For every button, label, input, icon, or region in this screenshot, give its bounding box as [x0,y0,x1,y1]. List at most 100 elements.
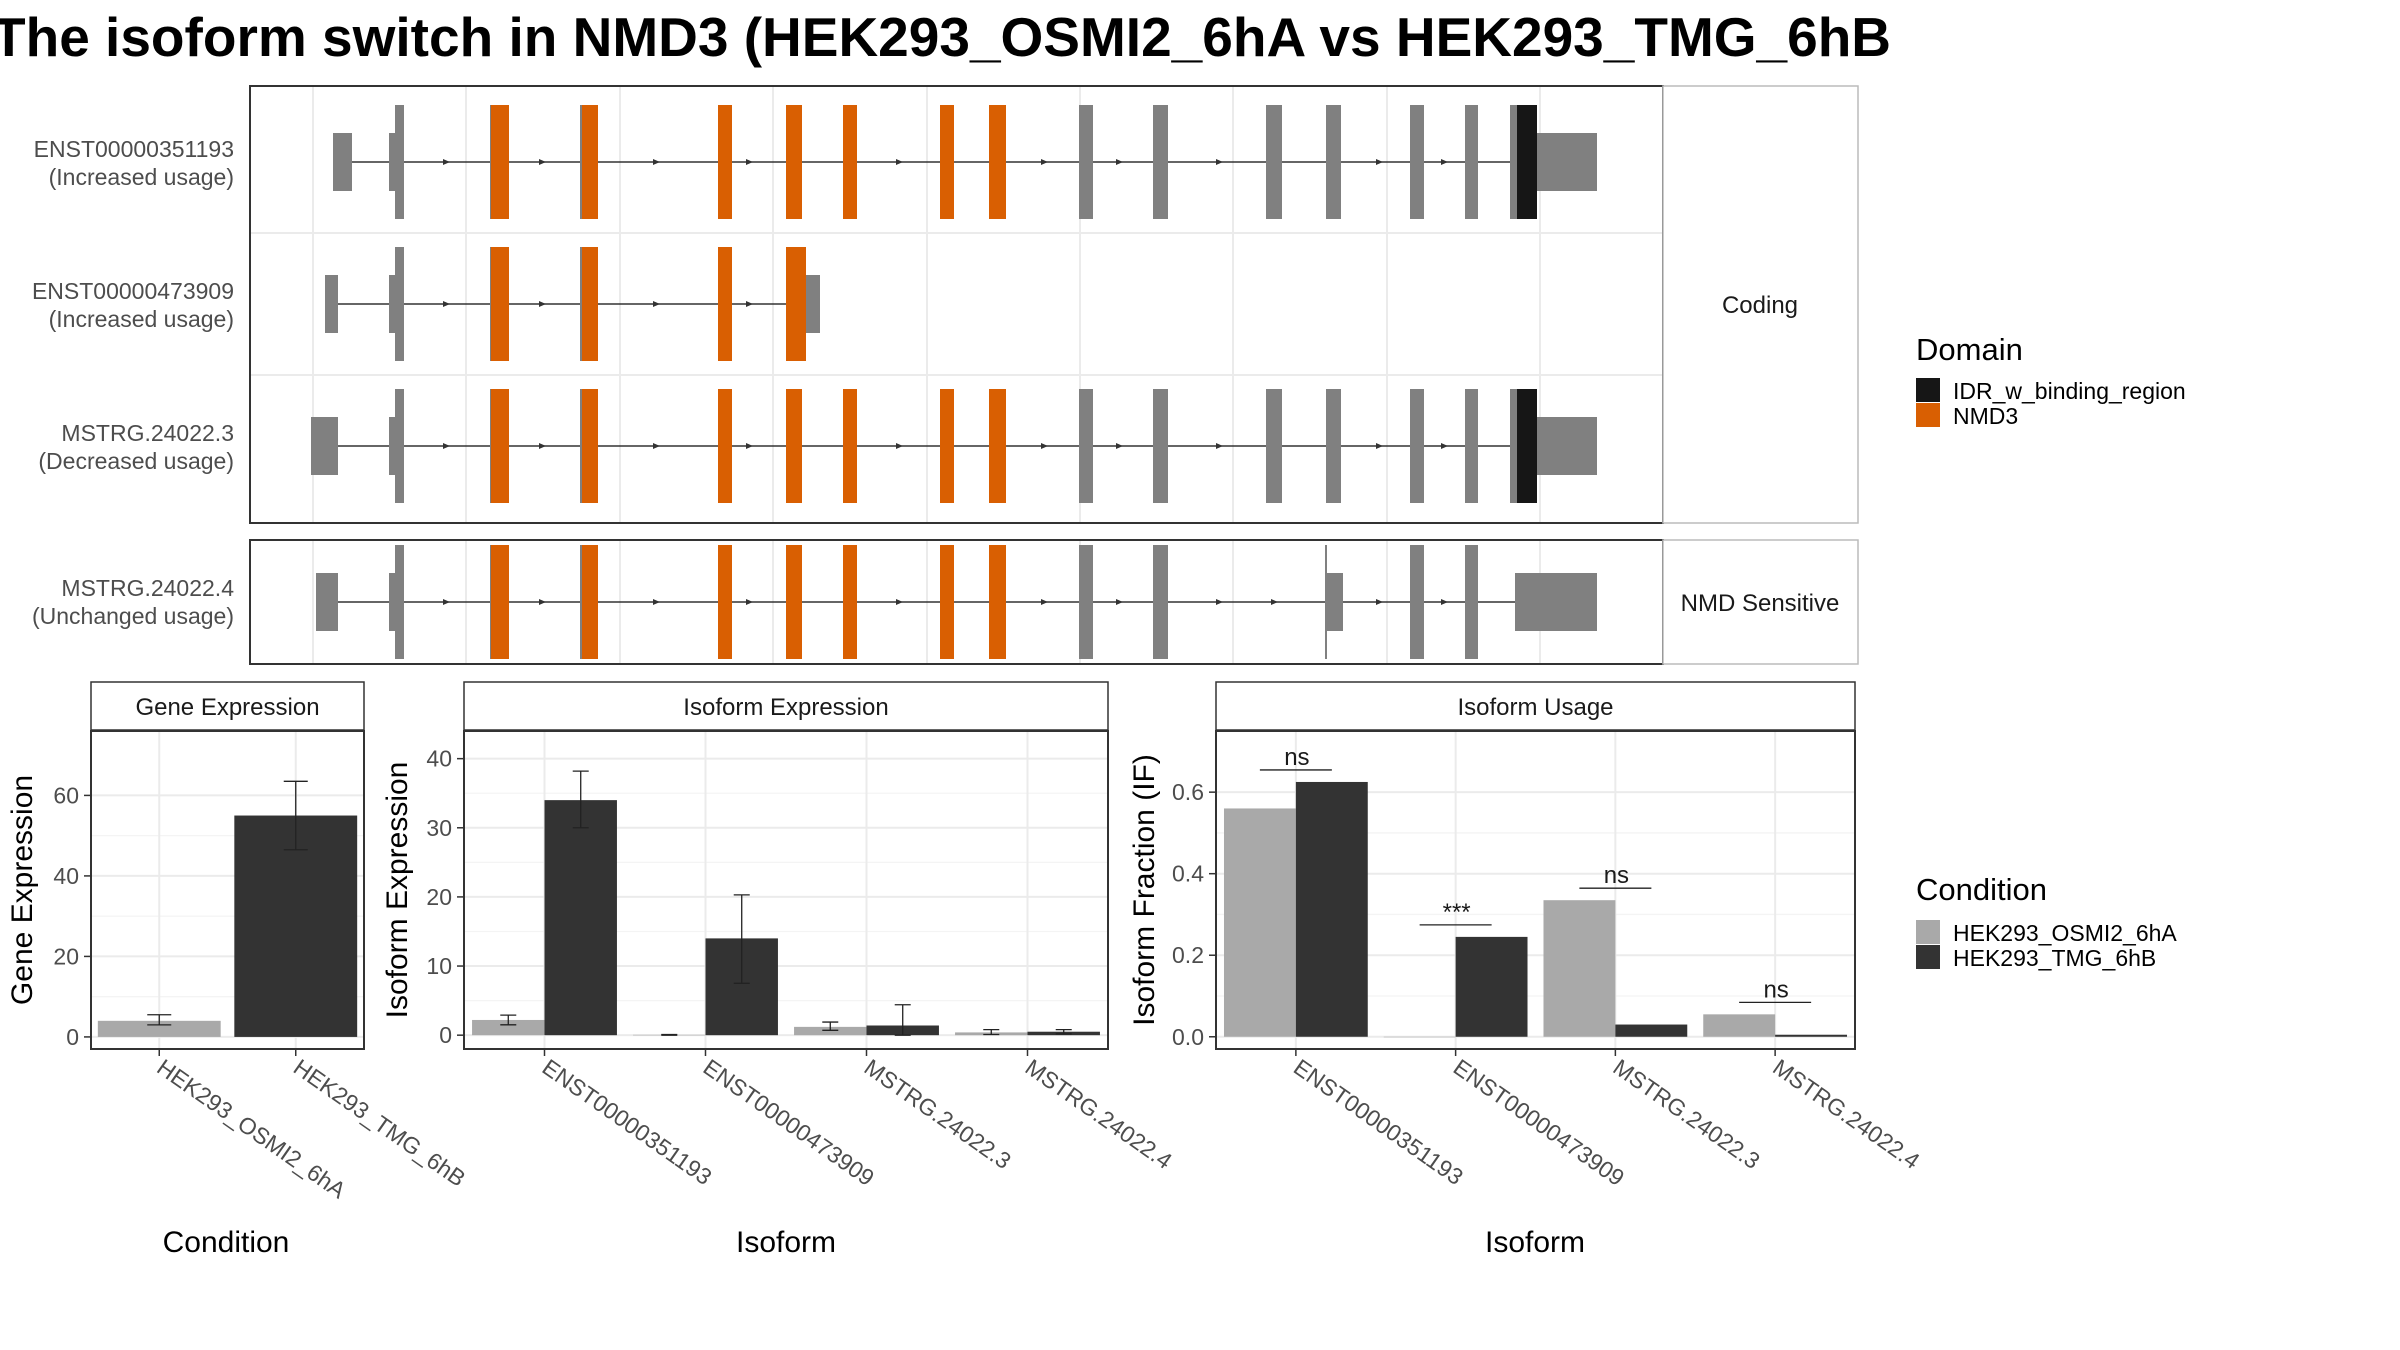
y-tick-label: 20 [426,884,452,910]
legend-swatch-idr [1916,378,1940,402]
y-tick-label: 0.4 [1172,861,1204,887]
intron-arrow [653,599,660,605]
legend-label-osmi: HEK293_OSMI2_6hA [1953,920,2177,946]
gene-expression-chart: Gene Expression0204060HEK293_OSMI2_6hAHE… [6,681,470,1259]
nmd3-domain-exon [718,389,732,503]
significance-label: ns [1604,862,1629,889]
intron-arrow [746,443,753,449]
transcript-structures [311,105,1597,659]
exon-block [1079,545,1093,659]
intron-arrow [539,443,546,449]
y-tick-label: 10 [426,953,452,979]
exon-block [1410,105,1424,219]
isoform-usage-chart: Isoform Usage ns *** ns ns 0.0 0.2 0.4 0.6 ENST00… [1128,681,1925,1259]
bar [1383,1036,1456,1038]
y-tick-label: 40 [53,863,79,889]
nmd3-domain-exon [491,105,509,219]
exon-block [1153,545,1168,659]
intron-arrow [746,301,753,307]
y-tick-label: 0.0 [1172,1024,1204,1050]
intron-arrow [443,599,450,605]
exon-block [580,545,583,659]
exon-block [1465,545,1478,659]
idr-domain-exon [1517,389,1537,503]
utr-block [389,275,395,333]
exon-block [1266,389,1282,503]
utr-block [1327,573,1343,631]
coding-strip-label: Coding [1722,292,1798,319]
isoform-usage-2: (Increased usage) [49,306,234,332]
intron-arrow [1216,159,1223,165]
x-tick-label: MSTRG.24022.3 [1609,1054,1765,1174]
exon-block [1465,105,1478,219]
utr-block [325,275,338,333]
coding-strip [1662,85,1859,524]
exon-block [395,545,404,659]
intron-arrow [1216,599,1223,605]
exon-block [1266,105,1282,219]
y-tick-label: 60 [53,782,79,808]
exon-block [395,389,404,503]
nmd3-domain-exon [582,545,598,659]
isoform-usage-1: (Increased usage) [49,164,234,190]
nmd3-domain-exon [940,545,954,659]
x-axis-label: Isoform [1485,1226,1585,1259]
exon-block [1079,389,1093,503]
intron-arrow [1216,443,1223,449]
exon-block [580,247,583,361]
y-tick-label: 20 [53,943,79,969]
nmd3-domain-exon [989,545,1006,659]
nmd3-domain-exon [582,389,598,503]
legend-swatch-nmd3 [1916,403,1940,427]
bar [1775,1034,1848,1037]
intron-arrow [896,599,903,605]
figure-title: The isoform switch in NMD3 (HEK293_OSMI2… [0,6,1891,68]
nmd3-domain-exon [940,389,954,503]
exon-block [1325,545,1327,659]
utr-block [389,573,395,631]
bar [234,815,358,1037]
exon-block [1410,545,1424,659]
exon-block [1153,105,1168,219]
significance-label: ns [1763,976,1788,1003]
utr-block [316,573,338,631]
isoform-row-labels: ENST00000351193 (Increased usage) ENST00… [32,136,234,629]
bar [544,800,617,1036]
nmd3-domain-exon [718,247,732,361]
x-tick-label: ENST00000473909 [699,1054,879,1191]
y-tick-label: 30 [426,815,452,841]
y-axis-label: Gene Expression [6,775,39,1005]
isoform-label-1: ENST00000351193 [34,136,234,162]
nmd3-domain-exon [843,389,857,503]
nmd3-domain-exon [786,247,806,361]
intron-arrow [1271,599,1278,605]
y-tick-label: 0 [439,1022,452,1048]
nmd3-domain-exon [786,545,802,659]
chart-title: Isoform Usage [1457,694,1613,721]
domain-legend: Domain IDR_w_binding_region NMD3 [1916,332,2186,429]
nmd3-domain-exon [843,545,857,659]
exon-block [395,247,404,361]
nmd3-domain-exon [718,105,732,219]
panel-frame [463,730,1109,1050]
x-axis-label: Condition [163,1226,290,1259]
panel-frame [90,730,365,1050]
utr-block [333,133,352,191]
x-axis-label: Isoform [736,1226,836,1259]
legend-swatch-osmi [1916,920,1940,944]
intron-arrow [1041,443,1048,449]
intron-arrow [1116,599,1123,605]
utr-block [1515,573,1597,631]
domain-legend-title: Domain [1916,332,2023,367]
x-tick-label: ENST00000351193 [1289,1054,1468,1190]
y-tick-label: 0.6 [1172,779,1204,805]
bar [1455,936,1528,1037]
exon-block [1465,389,1478,503]
bar [794,1026,867,1036]
chart-title: Isoform Expression [683,694,888,721]
exon-block [1510,389,1517,503]
utr-block [389,133,395,191]
legend-swatch-tmg [1916,945,1940,969]
nmd3-domain-exon [989,389,1006,503]
